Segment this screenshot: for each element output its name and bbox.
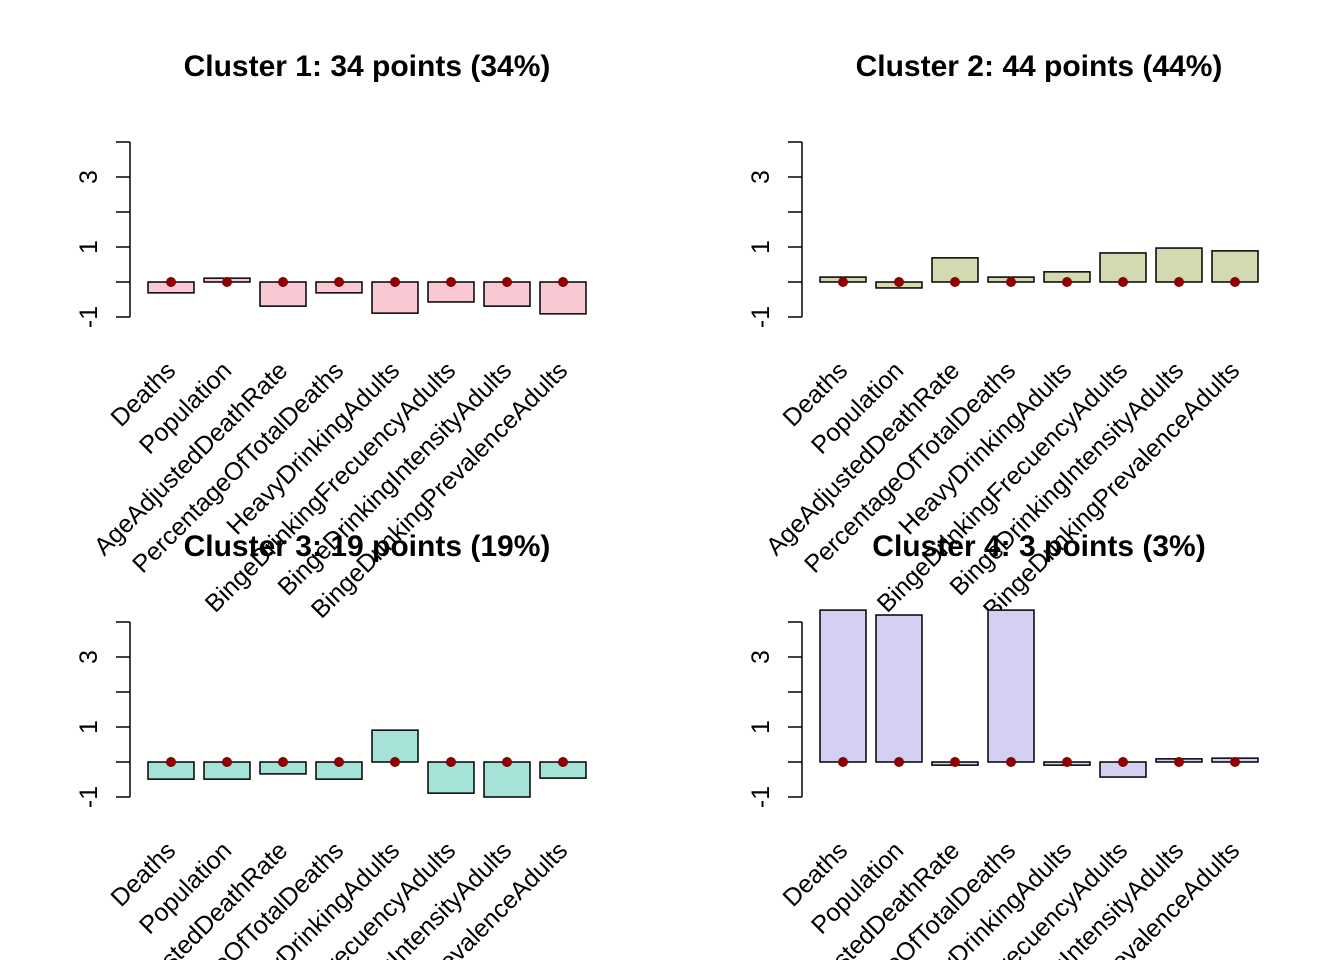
y-tick-label: 3 [75, 650, 103, 664]
bar [1155, 247, 1203, 283]
marker [894, 757, 904, 767]
marker [1062, 277, 1072, 287]
chart-title: Cluster 3: 19 points (19%) [184, 530, 551, 563]
marker [390, 277, 400, 287]
marker [1230, 277, 1240, 287]
marker [894, 277, 904, 287]
marker [278, 277, 288, 287]
marker [166, 757, 176, 767]
marker [950, 757, 960, 767]
marker [334, 277, 344, 287]
marker [446, 277, 456, 287]
marker [838, 757, 848, 767]
y-tick-label: 3 [75, 170, 103, 184]
marker [1174, 277, 1184, 287]
marker [558, 277, 568, 287]
y-tick-label: -1 [747, 306, 775, 328]
marker [1118, 277, 1128, 287]
marker [502, 757, 512, 767]
marker [390, 757, 400, 767]
marker [1006, 277, 1016, 287]
bar [371, 729, 419, 763]
bar [987, 609, 1035, 763]
y-tick-label: 1 [747, 240, 775, 254]
marker [222, 757, 232, 767]
bar [819, 609, 867, 763]
marker [166, 277, 176, 287]
marker [278, 757, 288, 767]
marker [1230, 757, 1240, 767]
y-tick-label: 1 [75, 720, 103, 734]
y-tick-label: -1 [75, 786, 103, 808]
marker [334, 757, 344, 767]
y-tick-label: -1 [747, 786, 775, 808]
bar [875, 614, 923, 763]
chart-title: Cluster 2: 44 points (44%) [856, 50, 1223, 83]
chart-title: Cluster 1: 34 points (34%) [184, 50, 551, 83]
marker [222, 277, 232, 287]
y-tick-label: -1 [75, 306, 103, 328]
marker [558, 757, 568, 767]
y-tick-label: 1 [75, 240, 103, 254]
marker [1006, 757, 1016, 767]
marker [1062, 757, 1072, 767]
marker [838, 277, 848, 287]
bar [539, 281, 587, 315]
bar [483, 761, 531, 798]
y-tick-label: 1 [747, 720, 775, 734]
marker [1174, 757, 1184, 767]
marker [1118, 757, 1128, 767]
y-tick-label: 3 [747, 170, 775, 184]
chart-title: Cluster 4: 3 points (3%) [872, 530, 1205, 563]
bar [427, 761, 475, 794]
marker [502, 277, 512, 287]
y-tick-label: 3 [747, 650, 775, 664]
marker [446, 757, 456, 767]
marker [950, 277, 960, 287]
